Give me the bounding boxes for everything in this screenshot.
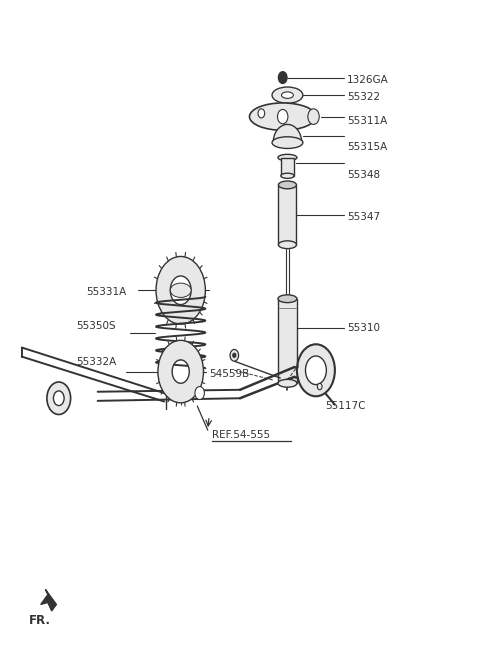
Ellipse shape [272,87,303,103]
Polygon shape [273,125,301,142]
Text: 55331A: 55331A [86,287,126,297]
Ellipse shape [278,295,297,302]
Text: 54559B: 54559B [209,369,250,379]
Ellipse shape [278,379,297,387]
Polygon shape [281,157,294,176]
Text: 55322: 55322 [347,92,380,102]
Ellipse shape [281,92,293,98]
Polygon shape [278,185,297,245]
Ellipse shape [272,136,303,148]
Text: 55332A: 55332A [76,358,117,367]
Text: REF.54-555: REF.54-555 [212,430,270,440]
Circle shape [305,356,326,384]
Circle shape [47,382,71,415]
Circle shape [258,109,264,118]
Text: 55347: 55347 [347,213,380,222]
Text: FR.: FR. [29,614,51,627]
Polygon shape [278,298,297,383]
Circle shape [230,350,239,361]
Circle shape [297,344,335,396]
Ellipse shape [278,181,297,189]
Ellipse shape [281,173,294,178]
Circle shape [233,354,236,358]
Ellipse shape [250,103,316,131]
Text: 1326GA: 1326GA [347,75,388,85]
Text: 55310: 55310 [347,323,380,333]
Circle shape [308,109,319,125]
Circle shape [53,391,64,405]
Text: 55117C: 55117C [325,401,366,411]
Text: 55315A: 55315A [347,142,387,152]
Circle shape [195,386,204,400]
Circle shape [278,72,287,83]
Ellipse shape [170,283,191,297]
Wedge shape [158,340,204,403]
Text: 55311A: 55311A [347,116,387,126]
Circle shape [317,383,322,390]
Text: 55348: 55348 [347,170,380,180]
Ellipse shape [278,241,297,249]
Ellipse shape [278,154,297,161]
Circle shape [277,110,288,124]
Polygon shape [41,590,56,611]
Text: 55350S: 55350S [76,321,116,331]
Wedge shape [156,256,205,324]
